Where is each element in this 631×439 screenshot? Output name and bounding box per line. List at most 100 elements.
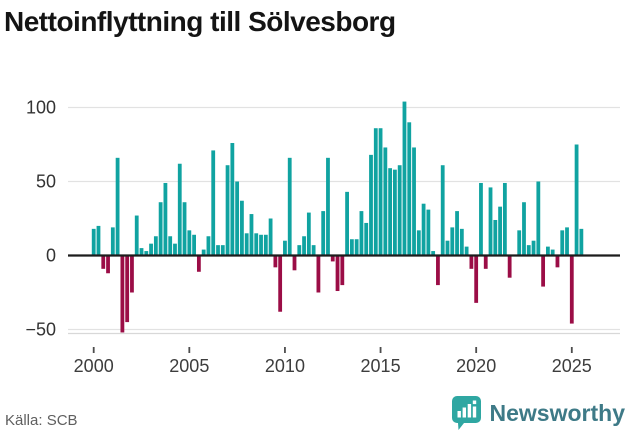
bar-2018-Q4: [450, 227, 455, 256]
x-tick-label-2010: 2010: [265, 356, 305, 376]
bar-2010-Q4: [297, 245, 302, 256]
y-tick-label-50: 50: [36, 172, 56, 192]
bar-2021-Q4: [507, 255, 512, 278]
bar-2002-Q1: [130, 255, 134, 293]
x-tick-label-2015: 2015: [361, 356, 401, 376]
bar-2024-Q3: [560, 230, 565, 256]
bar-2018-Q2: [440, 165, 445, 256]
bar-2005-Q4: [201, 249, 206, 256]
bar-2008-Q4: [259, 234, 263, 256]
bar-2009-Q3: [273, 255, 278, 268]
bar-2014-Q1: [359, 211, 364, 256]
newsworthy-logo-icon: [451, 396, 481, 430]
bar-2019-Q4: [469, 255, 474, 269]
x-tick-2020: [475, 347, 478, 353]
bar-2022-Q2: [517, 230, 522, 256]
bar-2009-Q2: [268, 218, 273, 256]
bar-2021-Q1: [493, 219, 498, 256]
x-tick-2010: [284, 347, 286, 353]
bar-2013-Q1: [340, 255, 345, 286]
bar-2010-Q1: [283, 240, 287, 256]
bar-2021-Q3: [502, 182, 507, 256]
bar-2018-Q3: [445, 240, 450, 256]
bar-2008-Q2: [249, 214, 254, 256]
bar-2009-Q1: [263, 234, 268, 256]
bar-2004-Q1: [168, 236, 173, 256]
bar-2002-Q2: [134, 215, 139, 256]
x-tick-label-2000: 2000: [74, 356, 114, 376]
bar-2006-Q1: [206, 236, 211, 256]
bar-2005-Q2: [192, 234, 196, 256]
bar-2021-Q2: [498, 206, 502, 256]
bar-2011-Q3: [311, 245, 316, 256]
gridlines: [68, 106, 620, 331]
bar-2005-Q3: [196, 255, 201, 272]
bar-2009-Q4: [278, 255, 283, 312]
bar-2000-Q2: [96, 225, 101, 256]
bar-2012-Q1: [321, 211, 326, 256]
footer: Källa: SCB Newsworthy: [0, 396, 631, 433]
x-tick-2005: [188, 347, 191, 353]
chart-title: Nettoinflyttning till Sölvesborg: [4, 6, 396, 37]
bar-2019-Q2: [459, 228, 464, 256]
bar-2017-Q4: [431, 251, 436, 256]
bar-2012-Q4: [335, 255, 340, 292]
bar-2011-Q1: [302, 236, 306, 256]
bar-2022-Q4: [526, 245, 531, 256]
bar-2001-Q4: [125, 255, 130, 323]
bar-2015-Q1: [378, 128, 383, 256]
bar-2024-Q4: [565, 227, 569, 256]
x-tick-2000: [92, 347, 95, 353]
bar-2016-Q4: [412, 147, 416, 256]
newsworthy-logo[interactable]: Newsworthy: [450, 395, 625, 431]
x-tick-2025: [570, 347, 573, 353]
logo-exclamation-bar: [472, 406, 476, 418]
bar-2011-Q2: [306, 212, 311, 256]
x-tick-2015: [379, 347, 382, 353]
bar-2017-Q1: [416, 230, 421, 256]
bar-2017-Q2: [421, 203, 426, 256]
bar-2006-Q3: [216, 245, 220, 256]
bar-2004-Q3: [177, 163, 182, 256]
bar-2004-Q2: [173, 243, 177, 256]
bar-2016-Q3: [407, 122, 412, 256]
source-note: Källa: SCB: [5, 412, 78, 429]
bar-2004-Q4: [182, 202, 187, 256]
bar-2010-Q3: [292, 255, 297, 271]
bar-2014-Q4: [373, 128, 378, 256]
bar-2025-Q1: [569, 255, 574, 324]
bar-2003-Q3: [158, 202, 163, 256]
bar-2000-Q3: [101, 255, 106, 269]
bar-2002-Q3: [139, 248, 144, 256]
y-tick-label-0: 0: [46, 246, 56, 266]
bar-2008-Q1: [244, 233, 249, 256]
bar-2008-Q3: [254, 233, 259, 256]
logo-bar-2: [462, 407, 466, 418]
bar-2011-Q4: [316, 255, 321, 293]
bar-2015-Q4: [393, 169, 397, 256]
bar-2007-Q2: [230, 143, 235, 256]
bar-2018-Q1: [436, 255, 440, 286]
bar-2006-Q4: [220, 245, 225, 256]
y-tick-label-100: 100: [26, 98, 56, 118]
bar-2013-Q2: [345, 191, 349, 256]
bar-2003-Q4: [163, 182, 168, 256]
bar-2023-Q4: [546, 246, 550, 256]
bar-2014-Q2: [364, 222, 369, 256]
bar-2014-Q3: [369, 154, 373, 256]
bar-2023-Q3: [541, 255, 546, 287]
bar-2024-Q1: [550, 249, 555, 256]
x-tick-label-2005: 2005: [169, 356, 209, 376]
bar-2012-Q2: [326, 157, 330, 256]
bar-2020-Q4: [488, 187, 493, 256]
bar-2000-Q1: [91, 228, 96, 256]
bar-2002-Q4: [144, 251, 149, 256]
bar-2022-Q3: [522, 202, 526, 256]
bar-2001-Q1: [110, 227, 115, 256]
bar-2007-Q1: [225, 165, 230, 256]
bar-2016-Q2: [402, 101, 407, 256]
bar-2020-Q3: [483, 255, 488, 269]
x-tick-label-2025: 2025: [552, 356, 592, 376]
